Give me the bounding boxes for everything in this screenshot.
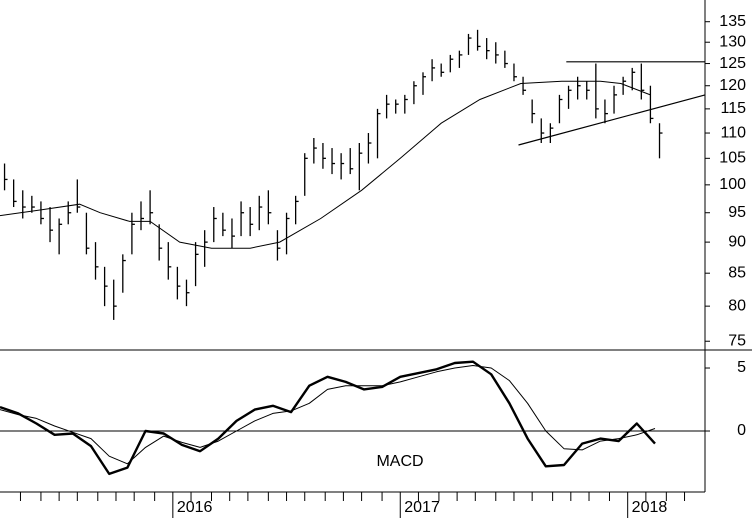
trend-line — [518, 94, 706, 146]
y-tick-label: 110 — [720, 124, 746, 141]
macd-line — [0, 365, 656, 465]
y-tick-label: 75 — [728, 332, 746, 349]
x-tick-label: 2017 — [404, 499, 440, 516]
x-tick-label: 2018 — [632, 499, 668, 516]
y-tick-label: 95 — [728, 204, 746, 221]
y-tick-label: 80 — [728, 297, 746, 314]
macd-label: MACD — [376, 453, 423, 470]
macd-line — [0, 360, 656, 476]
y-tick-label: 115 — [720, 100, 746, 117]
y-tick-label: 125 — [719, 55, 746, 72]
y-tick-label: 100 — [719, 176, 746, 193]
y-tick-label: 85 — [728, 264, 746, 281]
x-tick-label: 2016 — [177, 499, 213, 516]
y-tick-label: 5 — [737, 359, 746, 376]
y-tick-label: 135 — [719, 13, 746, 30]
y-tick-label: 90 — [728, 233, 746, 250]
y-tick-label: 120 — [719, 77, 746, 94]
moving-average — [0, 80, 651, 249]
y-tick-label: 0 — [737, 422, 746, 439]
y-tick-label: 105 — [719, 150, 746, 167]
y-tick-label: 130 — [719, 33, 746, 50]
